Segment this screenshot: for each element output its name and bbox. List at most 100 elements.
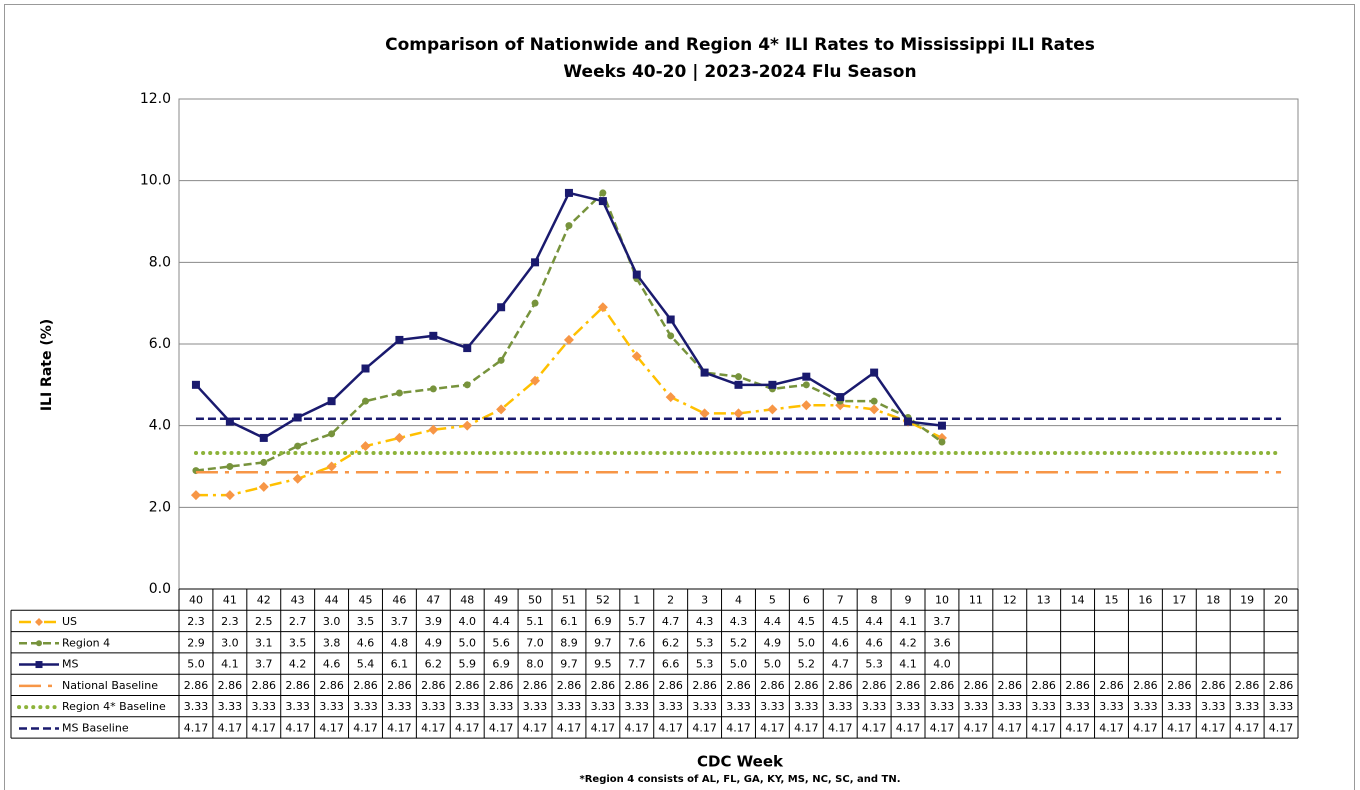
- point: [802, 381, 810, 389]
- point: [802, 372, 811, 381]
- y-tick-label: 0.0: [149, 581, 171, 597]
- table-cell: 5.3: [696, 658, 714, 671]
- table-cell: 2.86: [1099, 679, 1124, 692]
- table-cell: 3.33: [319, 700, 344, 713]
- table-cell: 3.7: [933, 615, 951, 628]
- table-cell: 2.86: [184, 679, 209, 692]
- table-cell: 4.17: [1099, 721, 1124, 734]
- table-cell: 3.33: [726, 700, 751, 713]
- table-cell: 2.86: [692, 679, 717, 692]
- point: [666, 315, 675, 324]
- table-cell: 5.2: [730, 636, 748, 649]
- table-cell: 2.86: [998, 679, 1023, 692]
- point: [598, 197, 607, 206]
- x-tick-label: 5: [769, 594, 776, 607]
- point: [733, 408, 744, 419]
- legend-marker: [36, 640, 42, 647]
- table-cell: 6.1: [560, 615, 578, 628]
- table-cell: 5.2: [798, 658, 816, 671]
- point: [597, 302, 608, 313]
- legend-label: US: [62, 615, 77, 628]
- table-cell: 3.33: [1235, 700, 1260, 713]
- table-cell: 2.86: [285, 679, 310, 692]
- x-tick-label: 51: [562, 594, 576, 607]
- table-cell: 3.33: [658, 700, 683, 713]
- table-cell: 4.6: [323, 658, 341, 671]
- table-cell: 3.33: [862, 700, 887, 713]
- point: [496, 404, 507, 415]
- x-tick-label: 14: [1071, 594, 1085, 607]
- table-cell: 2.86: [726, 679, 751, 692]
- table-cell: 3.7: [391, 615, 409, 628]
- table-cell: 4.17: [421, 721, 446, 734]
- table-cell: 4.17: [218, 721, 243, 734]
- table-cell: 2.86: [455, 679, 480, 692]
- table-cell: 2.86: [252, 679, 277, 692]
- point: [462, 420, 473, 431]
- x-tick-label: 7: [837, 594, 844, 607]
- point: [328, 430, 336, 438]
- table-cell: 4.17: [625, 721, 650, 734]
- table-cell: 3.33: [828, 700, 853, 713]
- table-cell: 6.6: [662, 658, 680, 671]
- table-cell: 5.9: [458, 658, 476, 671]
- table-cell: 3.6: [933, 636, 951, 649]
- table-cell: 6.9: [594, 615, 612, 628]
- table-cell: 4.9: [425, 636, 443, 649]
- table-cell: 4.1: [899, 658, 917, 671]
- table-cell: 3.33: [1201, 700, 1226, 713]
- table-cell: 3.33: [285, 700, 310, 713]
- point: [463, 381, 471, 389]
- chart-title: Comparison of Nationwide and Region 4* I…: [385, 35, 1095, 55]
- table-cell: 4.17: [760, 721, 785, 734]
- x-tick-label: 42: [257, 594, 271, 607]
- table-cell: 4.17: [930, 721, 955, 734]
- table-cell: 2.86: [353, 679, 378, 692]
- point: [869, 404, 880, 415]
- table-cell: 4.17: [591, 721, 616, 734]
- table-cell: 4.5: [831, 615, 849, 628]
- table-cell: 4.17: [353, 721, 378, 734]
- table-cell: 2.86: [218, 679, 243, 692]
- table-cell: 3.33: [896, 700, 921, 713]
- table-cell: 9.7: [594, 636, 612, 649]
- point: [938, 438, 946, 446]
- point: [767, 404, 778, 415]
- table-cell: 2.86: [828, 679, 853, 692]
- table-cell: 4.17: [489, 721, 514, 734]
- table-cell: 6.2: [425, 658, 443, 671]
- point: [904, 417, 913, 426]
- table-cell: 4.17: [455, 721, 480, 734]
- table-cell: 4.17: [1269, 721, 1294, 734]
- y-tick-label: 6.0: [149, 336, 171, 352]
- table-cell: 2.86: [1167, 679, 1192, 692]
- table-cell: 4.17: [1235, 721, 1260, 734]
- x-axis-title: CDC Week: [697, 753, 784, 771]
- x-tick-label: 9: [905, 594, 912, 607]
- table-cell: 3.33: [353, 700, 378, 713]
- table-cell: 4.17: [557, 721, 582, 734]
- table-cell: 6.9: [492, 658, 510, 671]
- point: [530, 375, 541, 386]
- point: [225, 417, 234, 426]
- x-tick-label: 13: [1037, 594, 1051, 607]
- table-cell: 2.86: [523, 679, 548, 692]
- table-cell: 7.7: [628, 658, 646, 671]
- table-cell: 3.0: [323, 615, 341, 628]
- table-cell: 3.8: [323, 636, 341, 649]
- table-cell: 3.33: [1031, 700, 1056, 713]
- point: [700, 368, 709, 377]
- table-cell: 4.4: [865, 615, 883, 628]
- table-cell: 3.33: [455, 700, 480, 713]
- table-cell: 4.7: [831, 658, 849, 671]
- point: [531, 258, 540, 267]
- x-tick-label: 48: [460, 594, 474, 607]
- x-tick-label: 16: [1138, 594, 1152, 607]
- point: [362, 397, 369, 405]
- chart-subtitle: Weeks 40-20 | 2023-2024 Flu Season: [563, 62, 916, 82]
- table-cell: 2.86: [964, 679, 989, 692]
- x-tick-label: 11: [969, 594, 983, 607]
- x-tick-label: 17: [1172, 594, 1186, 607]
- x-tick-label: 15: [1105, 594, 1119, 607]
- footnote: *Region 4 consists of AL, FL, GA, KY, MS…: [579, 774, 900, 785]
